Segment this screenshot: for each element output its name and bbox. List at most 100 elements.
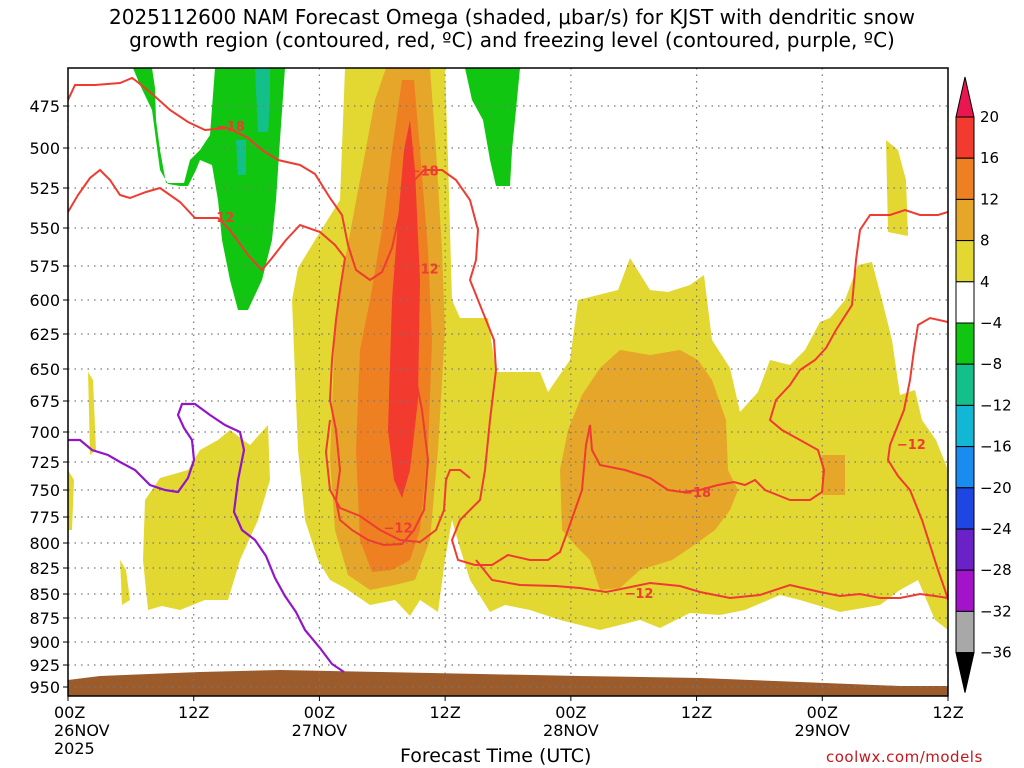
plot-frame [67,67,949,697]
colorbar-swatch-8 [955,404,975,448]
x-tick-label-2-0: 00Z [304,703,335,722]
contour-neg12-upper [68,168,430,547]
colorbar-tick-2: 12 [980,190,999,208]
shade-red [388,120,420,498]
x-tick-label-5-0: 12Z [681,703,712,722]
colorbar-tick-11: −28 [980,561,1012,579]
shade-teal [255,68,270,132]
colorbar-swatch-4 [955,240,975,283]
x-tick-label-2-1: 27NOV [292,721,348,740]
colorbar-swatch-2 [955,157,975,200]
x-tick-label-6-1: 29NOV [794,721,850,740]
contour-label-7: −12 [897,438,926,453]
y-tick-label-725: 725 [29,453,60,472]
colorbar-swatch-13 [955,610,975,654]
shade-gold-middle [560,350,738,590]
shade-gold-right [822,455,845,495]
terrain-ground [68,670,948,696]
y-tick-label-650: 650 [29,360,60,379]
contour-label-2: −18 [410,164,439,179]
contour-label-6: −12 [624,587,653,602]
colorbar-bottom-arrow [955,652,975,693]
source-credit: coolwx.com/models [826,748,983,766]
title-line-2: growth region (contoured, red, ºC) and f… [129,28,895,52]
x-tick-label-0-2: 2025 [54,739,95,758]
contour-label-4: −12 [384,521,413,536]
x-tick-label-7-0: 12Z [932,703,963,722]
colorbar-tick-1: 16 [980,149,999,167]
y-tick-label-875: 875 [29,609,60,628]
y-tick-label-925: 925 [29,656,60,675]
contour-neg12-lower [324,419,471,544]
y-tick-label-675: 675 [29,392,60,411]
colorbar-swatch-3 [955,198,975,242]
y-tick-label-525: 525 [29,179,60,198]
shade-yellow-region-b [143,425,270,610]
colorbar-top-arrow [955,76,975,118]
contour-label-5: −18 [682,486,711,501]
colorbar-tick-0: 20 [980,108,999,126]
colorbar-tick-7: −12 [980,396,1012,414]
y-tick-label-825: 825 [29,559,60,578]
plot-area [68,68,948,696]
contour-neg12-right-edge [886,316,948,601]
freezing-level-contour [68,402,345,673]
shade-yellow-region-d [88,372,96,455]
colorbar-swatch-11 [955,528,975,571]
colorbar-tick-8: −16 [980,438,1012,456]
y-tick-label-625: 625 [29,325,60,344]
omega-shading [68,68,948,630]
y-tick-label-575: 575 [29,257,60,276]
y-tick-label-800: 800 [29,534,60,553]
y-tick-label-775: 775 [29,508,60,527]
shade-yellow-region-c [120,560,130,605]
title-line-1: 2025112600 NAM Forecast Omega (shaded, μ… [109,5,915,29]
colorbar-tick-12: −32 [980,602,1012,620]
contour-neg18-upper [68,76,948,566]
colorbar-swatch-6 [955,322,975,365]
colorbar-swatch-7 [955,363,975,406]
y-tick-label-850: 850 [29,585,60,604]
contour-label-1: −12 [205,211,234,226]
colorbar-tick-10: −24 [980,520,1012,538]
x-axis-label: Forecast Time (UTC) [400,745,592,767]
y-tick-label-600: 600 [29,291,60,310]
y-tick-label-475: 475 [29,97,60,116]
y-axis: 475 500 525 550 575 600 625 650 675 700 725 750 775 8… [29,97,68,697]
x-tick-label-0-0: 00Z [54,703,85,722]
colorbar-tick-5: −4 [980,314,1002,332]
colorbar-tick-6: −8 [980,355,1002,373]
x-tick-label-3-0: 12Z [429,703,460,722]
y-tick-label-900: 900 [29,633,60,652]
shade-yellow-region-e [68,470,74,530]
contour-label-0: −18 [216,120,245,135]
y-tick-label-750: 750 [29,481,60,500]
colorbar: 20 16 12 8 4 −4 −8 −12 −16 −20 −24 −28 −32 −36 [955,76,1012,693]
shade-green-right [465,68,520,186]
y-tick-label-950: 950 [29,678,60,697]
shade-green-left [133,68,285,310]
colorbar-swatch-9 [955,446,975,489]
colorbar-swatch-1 [955,116,975,159]
y-tick-label-550: 550 [29,219,60,238]
x-tick-label-0-1: 26NOV [54,721,110,740]
x-tick-label-4-1: 28NOV [543,721,599,740]
contour-neg12-lower-right [475,559,948,600]
y-tick-label-500: 500 [29,139,60,158]
red-dendritic-contours [68,76,948,601]
y-tick-label-700: 700 [29,423,60,442]
colorbar-swatch-10 [955,487,975,530]
contour-labels: −18 −12 −18 −12 −12 −18 −12 −12 [205,120,925,602]
colorbar-swatch-5 [955,281,975,324]
x-tick-label-1-0: 12Z [178,703,209,722]
x-tick-label-6-0: 00Z [807,703,838,722]
x-tick-label-4-0: 00Z [555,703,586,722]
colorbar-tick-4: 4 [980,273,990,291]
colorbar-tick-13: −36 [980,644,1012,662]
colorbar-tick-3: 8 [980,232,990,250]
contour-label-3: −12 [410,263,439,278]
shade-yellow-region-f [886,140,908,236]
colorbar-swatch-12 [955,569,975,612]
